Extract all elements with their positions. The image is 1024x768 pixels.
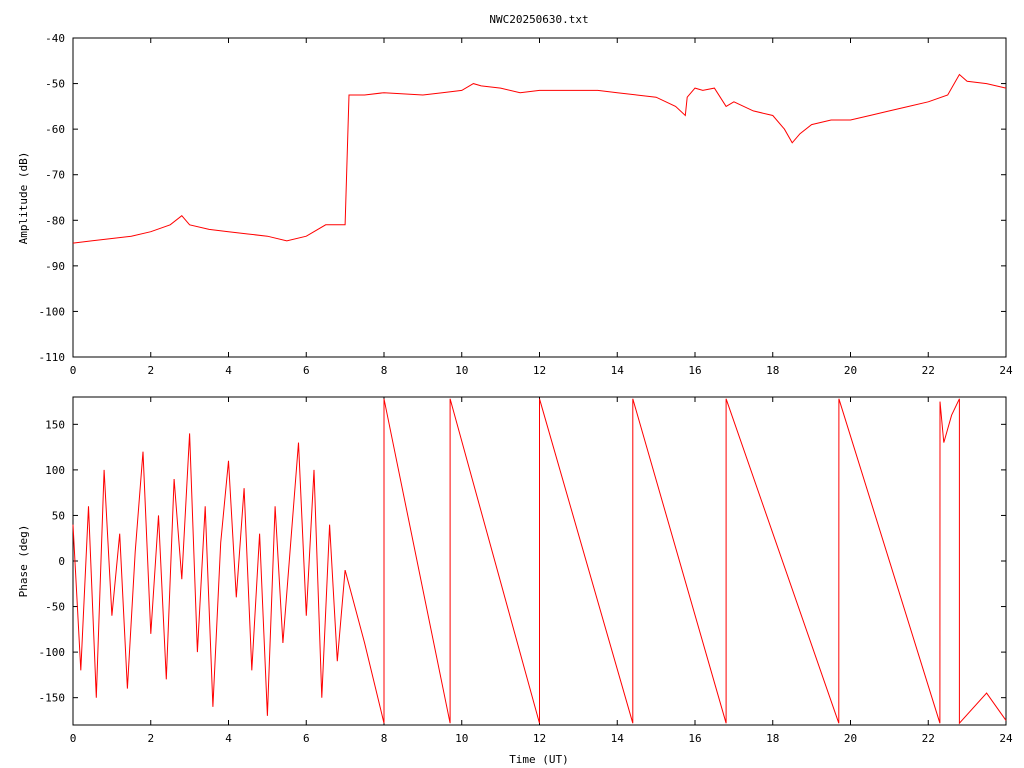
amplitude-axis-ticks: 0 2 4 6 8 10 12 14 16 18 20 22 24-40-50-60-70-80-90-… — [39, 32, 1013, 377]
amplitude-x-tick-label: 2 — [147, 364, 154, 377]
amplitude-y-tick-label: -110 — [39, 351, 66, 364]
amplitude-y-tick-label: -40 — [45, 32, 65, 45]
amplitude-y-axis-label: Amplitude (dB) — [17, 152, 30, 245]
amplitude-x-tick-label: 20 — [844, 364, 857, 377]
phase-y-axis-label: Phase (deg) — [17, 525, 30, 598]
phase-series-line — [72, 398, 1007, 725]
amplitude-x-tick-label: 22 — [922, 364, 935, 377]
phase-y-tick-label: 50 — [52, 509, 65, 522]
amplitude-y-tick-label: -100 — [39, 305, 66, 318]
amplitude-x-tick-label: 12 — [533, 364, 546, 377]
phase-x-tick-label: 22 — [922, 732, 935, 745]
amplitude-series-line — [72, 73, 1007, 244]
phase-x-tick-label: 20 — [844, 732, 857, 745]
amplitude-x-tick-label: 6 — [303, 364, 310, 377]
phase-x-axis-label: Time (UT) — [509, 753, 569, 766]
amplitude-x-tick-label: 8 — [381, 364, 388, 377]
amplitude-plot-frame — [72, 37, 1007, 358]
phase-x-tick-label: 14 — [611, 732, 625, 745]
amplitude-x-tick-label: 10 — [455, 364, 468, 377]
phase-y-tick-label: 0 — [58, 555, 65, 568]
phase-x-tick-label: 12 — [533, 732, 546, 745]
amplitude-y-tick-label: -50 — [45, 78, 65, 91]
amplitude-y-tick-label: -80 — [45, 214, 65, 227]
amplitude-x-tick-label: 24 — [999, 364, 1013, 377]
amplitude-y-tick-label: -70 — [45, 169, 65, 182]
amplitude-x-tick-label: 18 — [766, 364, 779, 377]
phase-x-tick-label: 2 — [147, 732, 154, 745]
phase-x-tick-label: 6 — [303, 732, 310, 745]
amplitude-x-tick-label: 0 — [70, 364, 77, 377]
amplitude-y-tick-label: -90 — [45, 260, 65, 273]
phase-y-tick-label: -150 — [39, 692, 66, 705]
phase-y-tick-label: 100 — [45, 464, 65, 477]
amplitude-y-tick-label: -60 — [45, 123, 65, 136]
phase-panel: 0 2 4 6 8 10 12 14 16 18 20 22 24150100500-50-100-15… — [17, 396, 1013, 766]
phase-x-tick-label: 0 — [70, 732, 77, 745]
amplitude-panel: 0 2 4 6 8 10 12 14 16 18 20 22 24-40-50-60-70-80-90-… — [17, 32, 1013, 377]
amplitude-x-tick-label: 4 — [225, 364, 232, 377]
chart-title: NWC20250630.txt — [489, 13, 588, 26]
phase-x-tick-label: 24 — [999, 732, 1013, 745]
phase-x-tick-label: 18 — [766, 732, 779, 745]
phase-x-tick-label: 10 — [455, 732, 468, 745]
phase-x-tick-label: 4 — [225, 732, 232, 745]
phase-y-tick-label: -50 — [45, 601, 65, 614]
amplitude-x-tick-label: 16 — [688, 364, 701, 377]
phase-axis-ticks: 0 2 4 6 8 10 12 14 16 18 20 22 24150100500-50-100-15… — [39, 397, 1013, 745]
phase-y-tick-label: 150 — [45, 418, 65, 431]
phase-x-tick-label: 8 — [381, 732, 388, 745]
phase-x-tick-label: 16 — [688, 732, 701, 745]
phase-y-tick-label: -100 — [39, 646, 66, 659]
amplitude-x-tick-label: 14 — [611, 364, 625, 377]
